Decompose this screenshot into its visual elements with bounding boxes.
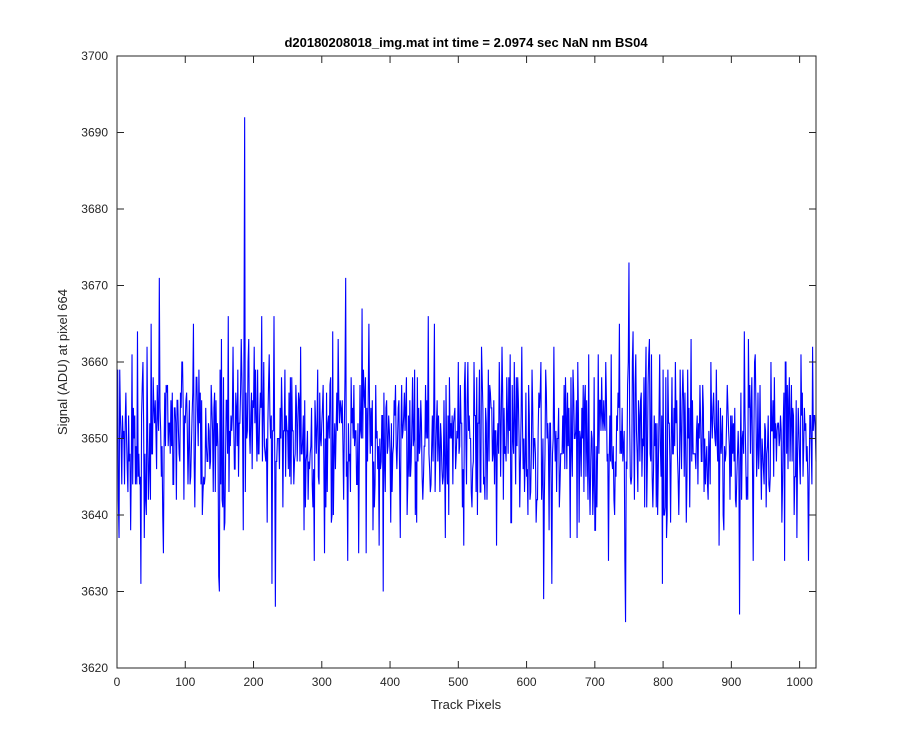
y-tick-label: 3690 xyxy=(81,126,108,140)
x-axis-title: Track Pixels xyxy=(431,697,502,712)
y-tick-label: 3680 xyxy=(81,202,108,216)
x-tick-label: 500 xyxy=(448,675,468,689)
y-tick-label: 3620 xyxy=(81,661,108,675)
x-tick-label: 300 xyxy=(312,675,332,689)
series-line xyxy=(117,117,817,623)
x-tick-label: 800 xyxy=(653,675,673,689)
x-tick-label: 1000 xyxy=(786,675,813,689)
x-tick-label: 0 xyxy=(114,675,121,689)
y-tick-label: 3660 xyxy=(81,355,108,369)
x-tick-label: 400 xyxy=(380,675,400,689)
y-tick-label: 3650 xyxy=(81,432,108,446)
y-tick-label: 3670 xyxy=(81,279,108,293)
axes-group: 0 100 200 300 400 500 600 700 800 900 1000 3620 3630… xyxy=(81,49,817,689)
x-tick-label: 700 xyxy=(585,675,605,689)
x-tick-label: 100 xyxy=(175,675,195,689)
x-tick-label: 900 xyxy=(721,675,741,689)
y-tick-label: 3700 xyxy=(81,49,108,63)
y-tick-label: 3640 xyxy=(81,508,108,522)
x-tick-label: 600 xyxy=(517,675,537,689)
x-tick-label: 200 xyxy=(244,675,264,689)
y-tick-label: 3630 xyxy=(81,585,108,599)
y-axis-title: Signal (ADU) at pixel 664 xyxy=(55,289,70,435)
series-group xyxy=(117,117,817,623)
plot-title: d20180208018_img.mat int time = 2.0974 s… xyxy=(284,35,648,50)
